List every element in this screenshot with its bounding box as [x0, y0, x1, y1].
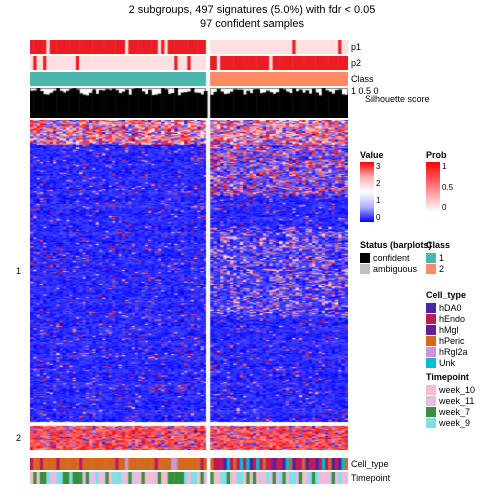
legend-label: Unk: [439, 358, 455, 368]
value-ticks: 3210: [376, 162, 380, 222]
anno-label-cell: Cell_type: [351, 459, 389, 469]
legend-swatch: [426, 358, 436, 368]
prob-gradient: [426, 162, 440, 212]
anno-label-p2: p2: [351, 58, 361, 68]
legend-item: week_7: [426, 406, 475, 417]
legend-swatch: [426, 336, 436, 346]
value-gradient: [360, 162, 374, 222]
anno-label-p1: p1: [351, 42, 361, 52]
class-bar: [30, 72, 348, 86]
legend-item: hPeric: [426, 335, 468, 346]
legend-item: 1: [426, 252, 450, 263]
legend-label: confident: [373, 253, 410, 263]
cell-legend: Cell_type hDA0hEndohMglhPerichRgl2aUnk: [426, 290, 468, 368]
legend-item: hMgl: [426, 324, 468, 335]
legend-swatch: [426, 396, 436, 406]
legend-label: hPeric: [439, 336, 465, 346]
legend-swatch: [426, 347, 436, 357]
value-legend: Value 3210: [360, 150, 384, 222]
legend-item: hRgl2a: [426, 346, 468, 357]
celltype-bar: [30, 458, 348, 470]
legend-label: hEndo: [439, 314, 465, 324]
legend-item: hEndo: [426, 313, 468, 324]
legend-swatch: [426, 264, 436, 274]
legend-swatch: [426, 385, 436, 395]
legend-label: week_11: [439, 396, 474, 406]
legend-swatch: [426, 407, 436, 417]
anno-label-class: Class: [351, 74, 374, 84]
silhouette-bar: [30, 88, 348, 118]
class-legend: Class 12: [426, 240, 450, 274]
timepoint-legend: Timepoint week_10week_11week_7week_9: [426, 372, 475, 428]
row-label-2: 2: [16, 433, 21, 443]
legend-label: week_7: [439, 407, 470, 417]
heatmap: [30, 120, 348, 450]
legend-item: confident: [360, 252, 432, 263]
prob-ticks: 10.50: [442, 162, 453, 212]
legend-item: ambiguous: [360, 263, 432, 274]
prob-legend: Prob 10.50: [426, 150, 453, 212]
legend-item: week_11: [426, 395, 475, 406]
timepoint-bar: [30, 472, 348, 484]
legend-swatch: [426, 303, 436, 313]
legend-item: Unk: [426, 357, 468, 368]
legend-item: week_10: [426, 384, 475, 395]
legend-title: Status (barplots): [360, 240, 432, 250]
p2-bar: [30, 56, 348, 70]
silhouette-scale: 1 0.5 0: [351, 86, 379, 96]
legend-swatch: [426, 253, 436, 263]
legend-title: Cell_type: [426, 290, 468, 300]
legend-item: week_9: [426, 417, 475, 428]
legend-swatch: [426, 418, 436, 428]
legend-label: ambiguous: [373, 264, 417, 274]
legend-title: Timepoint: [426, 372, 475, 382]
value-legend-title: Value: [360, 150, 384, 160]
legend-label: hMgl: [439, 325, 459, 335]
legend-label: hDA0: [439, 303, 462, 313]
legend-swatch: [360, 253, 370, 263]
title-line-1: 2 subgroups, 497 signatures (5.0%) with …: [0, 4, 504, 16]
legend-label: 2: [439, 264, 444, 274]
legend-item: 2: [426, 263, 450, 274]
legend-title: Class: [426, 240, 450, 250]
status-legend: Status (barplots) confidentambiguous: [360, 240, 432, 274]
legend-label: week_9: [439, 418, 470, 428]
p1-bar: [30, 40, 348, 54]
legend-item: hDA0: [426, 302, 468, 313]
row-label-1: 1: [16, 266, 21, 276]
legend-label: hRgl2a: [439, 347, 468, 357]
title-line-2: 97 confident samples: [0, 18, 504, 30]
legend-swatch: [360, 264, 370, 274]
legend-swatch: [426, 325, 436, 335]
legend-label: 1: [439, 253, 444, 263]
legend-swatch: [426, 314, 436, 324]
legend-label: week_10: [439, 385, 475, 395]
prob-legend-title: Prob: [426, 150, 453, 160]
anno-label-tp: Timepoint: [351, 473, 390, 483]
